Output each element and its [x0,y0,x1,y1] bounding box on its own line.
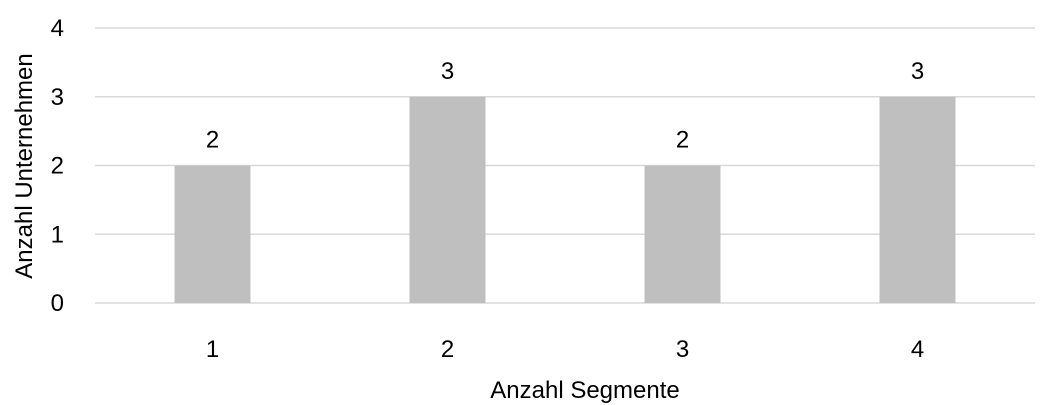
x-tick-label: 4 [911,336,924,363]
y-tick-label: 3 [51,84,64,111]
y-tick-label: 4 [51,15,64,42]
y-axis-title: Anzahl Unternehmen [11,53,38,278]
data-labels: 2 3 2 3 [206,58,924,154]
data-label: 3 [911,58,924,85]
bars [174,96,956,303]
x-tick-label: 1 [206,336,219,363]
x-axis-ticks: 1 2 3 4 [206,336,924,363]
y-tick-label: 2 [51,153,64,180]
x-tick-label: 3 [676,336,689,363]
x-tick-label: 2 [441,336,454,363]
bar [879,96,956,303]
y-axis-ticks: 0 1 2 3 4 [51,15,64,317]
x-axis-title: Anzahl Segmente [490,377,679,404]
data-label: 3 [441,58,454,85]
bar [174,165,251,303]
bar [409,96,486,303]
bar [644,165,721,303]
data-label: 2 [206,127,219,154]
gridlines [95,27,1035,304]
y-tick-label: 0 [51,290,64,317]
data-label: 2 [676,127,689,154]
y-tick-label: 1 [51,221,64,248]
